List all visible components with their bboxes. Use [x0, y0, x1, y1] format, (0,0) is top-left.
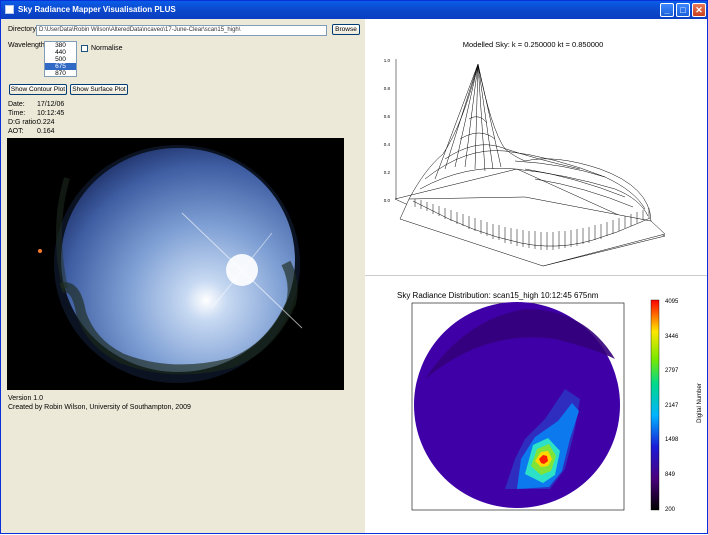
colorbar-tick: 200 — [665, 507, 676, 513]
radiance-disc — [414, 302, 620, 508]
credit-text: Created by Robin Wilson, University of S… — [8, 404, 191, 411]
directory-field[interactable]: D:\UserData\Robin Wilson\AlteredData\nca… — [36, 25, 327, 36]
normalise-label: Normalise — [91, 45, 123, 52]
date-label: Date: — [8, 101, 25, 108]
colorbar-tick: 2797 — [665, 368, 679, 374]
plot-panel: Modelled Sky: k = 0.250000 kt = 0.850000… — [365, 19, 707, 533]
time-value: 10:12:45 — [37, 110, 65, 117]
colorbar-title: Digital Number — [697, 383, 703, 423]
directory-label: Directory: — [8, 26, 38, 33]
z-tick-label: 0.6 — [384, 114, 391, 119]
plots-canvas: Modelled Sky: k = 0.250000 kt = 0.850000… — [365, 40, 707, 513]
window-icon — [5, 5, 14, 14]
date-value: 17/12/06 — [37, 101, 65, 108]
wavelength-option[interactable]: 440 — [55, 49, 66, 56]
title-bar[interactable]: Sky Radiance Mapper Visualisation PLUS _… — [1, 1, 707, 19]
contour-plot — [414, 302, 620, 508]
close-icon: ✕ — [695, 5, 703, 15]
colorbar-tick: 2147 — [665, 403, 679, 409]
browse-button[interactable]: Browse — [332, 24, 360, 35]
colorbar-scale — [650, 299, 660, 511]
wavelength-option[interactable]: 500 — [55, 56, 66, 63]
wavelength-option[interactable]: 870 — [55, 70, 66, 77]
show-contour-plot-button[interactable]: Show Contour Plot — [9, 84, 67, 95]
maximize-icon: □ — [680, 5, 686, 15]
colorbar-tick: 849 — [665, 472, 676, 478]
show-surface-plot-button[interactable]: Show Surface Plot — [70, 84, 128, 95]
aot-value: 0.164 — [37, 128, 55, 135]
colorbar-tick: 4095 — [665, 299, 679, 305]
z-tick-label: 0.4 — [384, 142, 391, 147]
minimize-button[interactable]: _ — [660, 3, 674, 17]
window-title: Sky Radiance Mapper Visualisation PLUS — [18, 5, 176, 14]
minimize-icon: _ — [664, 5, 670, 15]
radiance-peak — [539, 455, 548, 464]
dg-ratio-value: 0.224 — [37, 119, 55, 126]
contour-plot-title: Sky Radiance Distribution: scan15_high 1… — [397, 291, 599, 300]
colorbar-tick: 3446 — [665, 334, 679, 340]
close-button[interactable]: ✕ — [692, 3, 706, 17]
surface-peak-outline — [408, 63, 652, 222]
colorbar: Digital Number 4095 3446 2797 2147 1498 … — [650, 299, 703, 513]
surface-plot-title: Modelled Sky: k = 0.250000 kt = 0.850000 — [463, 40, 604, 49]
colorbar-tick: 1498 — [665, 437, 679, 443]
surface-wall-hatching — [414, 199, 650, 250]
fisheye-sky-image — [7, 138, 344, 390]
surface-mesh-lines — [419, 63, 649, 217]
z-tick-label: 0.0 — [384, 198, 391, 203]
wavelength-listbox[interactable]: 380 440 500 675 870 — [44, 41, 77, 77]
normalise-checkbox[interactable] — [81, 45, 88, 52]
wavelength-label: Wavelength — [8, 42, 45, 49]
z-tick-label: 1.0 — [384, 58, 391, 63]
z-tick-label: 0.8 — [384, 86, 391, 91]
panel-divider — [365, 275, 707, 276]
z-tick-label: 0.2 — [384, 170, 391, 175]
surface-wall — [399, 196, 666, 267]
surface-plot — [394, 59, 666, 267]
version-text: Version 1.0 — [8, 395, 44, 402]
dg-ratio-label: D:G ratio: — [8, 119, 38, 126]
aot-label: AOT: — [8, 128, 24, 135]
maximize-button[interactable]: □ — [676, 3, 690, 17]
wavelength-option-selected[interactable]: 675 — [45, 63, 76, 70]
radiance-dark-region — [425, 309, 615, 379]
time-label: Time: — [8, 110, 26, 117]
control-panel: Directory: D:\UserData\Robin Wilson\Alte… — [2, 19, 365, 533]
surface-z-ticks: 1.0 0.8 0.6 0.4 0.2 0.0 — [384, 58, 391, 203]
wavelength-option[interactable]: 380 — [55, 42, 66, 49]
